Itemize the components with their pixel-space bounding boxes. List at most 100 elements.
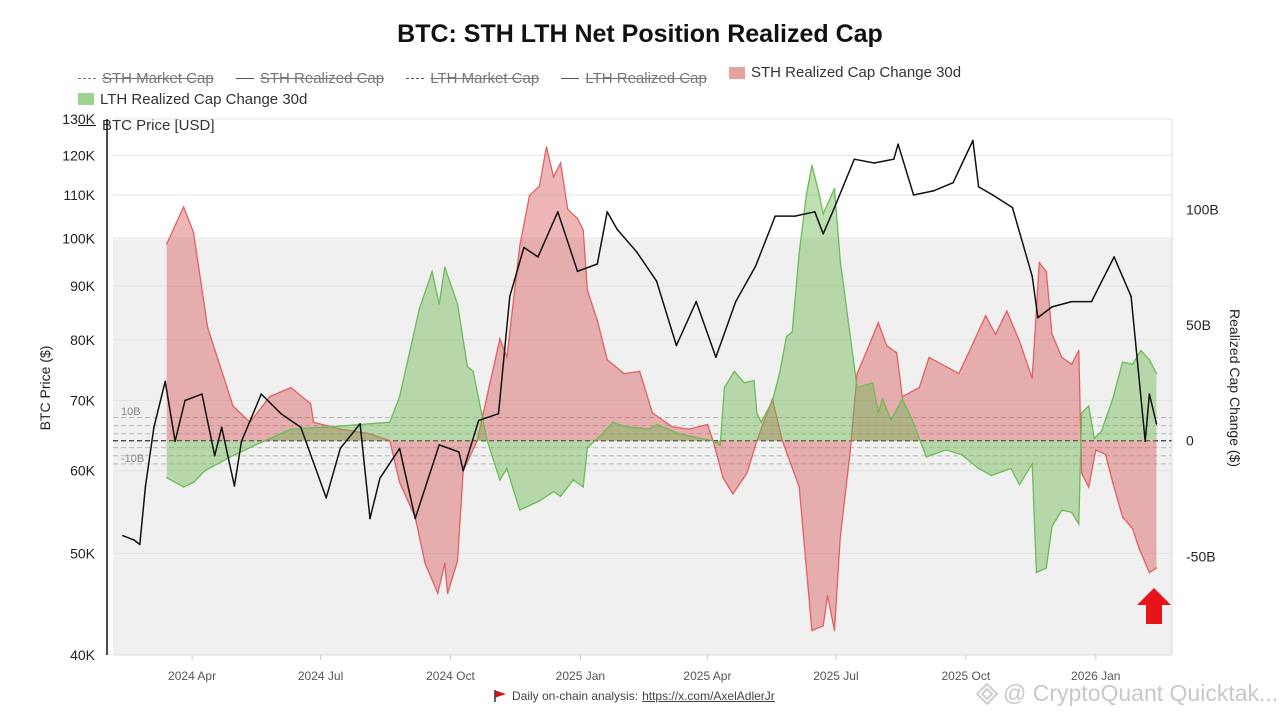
lth-data-point <box>165 476 168 479</box>
footer: Daily on-chain analysis: https://x.com/A… <box>493 689 775 703</box>
lth-data-point <box>431 270 433 273</box>
btc-price-point <box>952 181 954 184</box>
btc-price-point <box>655 280 658 282</box>
legend-item-lth-realized-cap[interactable]: LTH Realized Cap <box>561 68 707 89</box>
legend-label: LTH Realized Cap <box>585 69 707 87</box>
flag-icon <box>494 690 506 702</box>
btc-price-point <box>280 412 282 415</box>
legend-item-sth-market-cap[interactable]: STH Market Cap <box>78 68 214 89</box>
sth-data-point <box>1018 340 1021 342</box>
btc-price-point <box>184 399 186 402</box>
lth-data-point <box>818 192 820 194</box>
btc-price-point <box>537 256 539 258</box>
lth-data-point <box>398 395 401 398</box>
btc-price-point <box>606 211 608 213</box>
sth-data-point <box>885 345 888 347</box>
sth-data-point <box>732 493 734 495</box>
lth-data-point <box>1100 430 1103 433</box>
sth-data-point <box>559 162 562 164</box>
sth-data-point <box>1121 516 1124 518</box>
sth-data-point <box>538 185 541 187</box>
lth-data-point <box>624 426 627 428</box>
lth-data-point <box>785 335 788 338</box>
lth-data-point <box>1080 412 1083 414</box>
legend-item-lth-market-cap[interactable]: LTH Market Cap <box>406 68 539 89</box>
lth-data-point <box>479 405 481 407</box>
sth-data-point <box>623 372 625 375</box>
lth-data-point <box>760 421 762 423</box>
btc-price-point <box>873 162 875 164</box>
lth-data-point <box>911 419 913 421</box>
sth-data-point <box>1061 356 1063 359</box>
sth-data-point <box>901 395 904 398</box>
lth-data-point <box>771 400 774 403</box>
lth-data-point <box>586 446 589 449</box>
legend-item-btc-price[interactable]: BTC Price [USD] <box>78 115 215 136</box>
lth-data-point <box>438 303 440 305</box>
sth-data-point <box>822 625 825 627</box>
btc-price-point <box>1155 423 1158 425</box>
lth-data-point <box>1111 398 1114 400</box>
line-icon <box>235 77 254 79</box>
chart-title: BTC: STH LTH Net Position Realized Cap <box>397 20 883 48</box>
lth-data-point <box>612 421 614 423</box>
legend-label: STH Realized Cap <box>259 69 385 87</box>
lth-data-point <box>559 495 562 498</box>
sth-data-point <box>192 231 195 234</box>
sth-data-point <box>918 386 921 389</box>
btc-price-point <box>164 380 167 383</box>
lth-data-point <box>990 474 993 477</box>
lth-data-point <box>259 442 261 444</box>
cryptoquant-logo-icon <box>975 682 999 705</box>
sth-data-point <box>232 405 234 407</box>
right-tick-label: 0 <box>1186 433 1194 449</box>
lth-data-point <box>1061 509 1063 511</box>
ref-label-lower: -10B <box>121 453 144 465</box>
sth-data-point <box>746 472 748 474</box>
btc-price-point <box>853 158 856 161</box>
sth-data-point <box>798 486 801 488</box>
btc-price-point <box>675 344 678 347</box>
btc-price-point <box>1090 300 1093 303</box>
lth-data-point <box>408 351 411 354</box>
lth-data-point <box>778 372 781 375</box>
btc-price-point <box>715 356 717 358</box>
sth-data-point <box>984 314 987 317</box>
lth-data-point <box>856 386 858 389</box>
sth-data-point <box>489 382 491 384</box>
x-tick-label: 2025 Jan <box>556 669 605 683</box>
lth-data-point <box>1018 483 1021 486</box>
legend-item-lth-change[interactable]: LTH Realized Cap Change 30d <box>78 89 307 110</box>
x-tick-label: 2025 Apr <box>683 669 731 683</box>
btc-price-point <box>153 426 155 429</box>
line-icon <box>561 77 580 79</box>
sth-data-point <box>1155 567 1158 569</box>
footer-link[interactable]: https://x.com/AxelAdlerJr <box>642 689 775 703</box>
btc-price-point <box>299 426 302 429</box>
sth-data-point <box>945 365 947 368</box>
lth-data-point <box>877 412 880 414</box>
btc-price-point <box>339 447 342 450</box>
sth-data-point <box>444 562 446 565</box>
sth-data-point <box>722 476 724 479</box>
legend-item-sth-change[interactable]: STH Realized Cap Change 30d <box>728 62 961 83</box>
lth-data-point <box>753 379 755 382</box>
lth-data-point <box>945 449 947 451</box>
sth-data-point <box>219 365 222 368</box>
x-tick-label: 2024 Oct <box>426 669 475 683</box>
lth-data-point <box>881 398 884 400</box>
lth-data-point <box>486 439 488 442</box>
btc-price-point <box>556 211 559 213</box>
sth-data-point <box>833 629 836 632</box>
left-tick-label: 60K <box>70 463 96 479</box>
btc-price-point <box>616 228 618 231</box>
sth-data-point <box>1094 449 1097 451</box>
sth-data-point <box>1038 261 1041 264</box>
btc-price-point <box>893 158 895 161</box>
sth-data-point <box>756 439 758 442</box>
btc-price-point <box>754 265 757 268</box>
sth-data-point <box>1070 363 1073 366</box>
lth-data-point <box>712 439 714 442</box>
btc-price-point <box>414 517 416 520</box>
legend-item-sth-realized-cap[interactable]: STH Realized Cap <box>235 68 385 89</box>
